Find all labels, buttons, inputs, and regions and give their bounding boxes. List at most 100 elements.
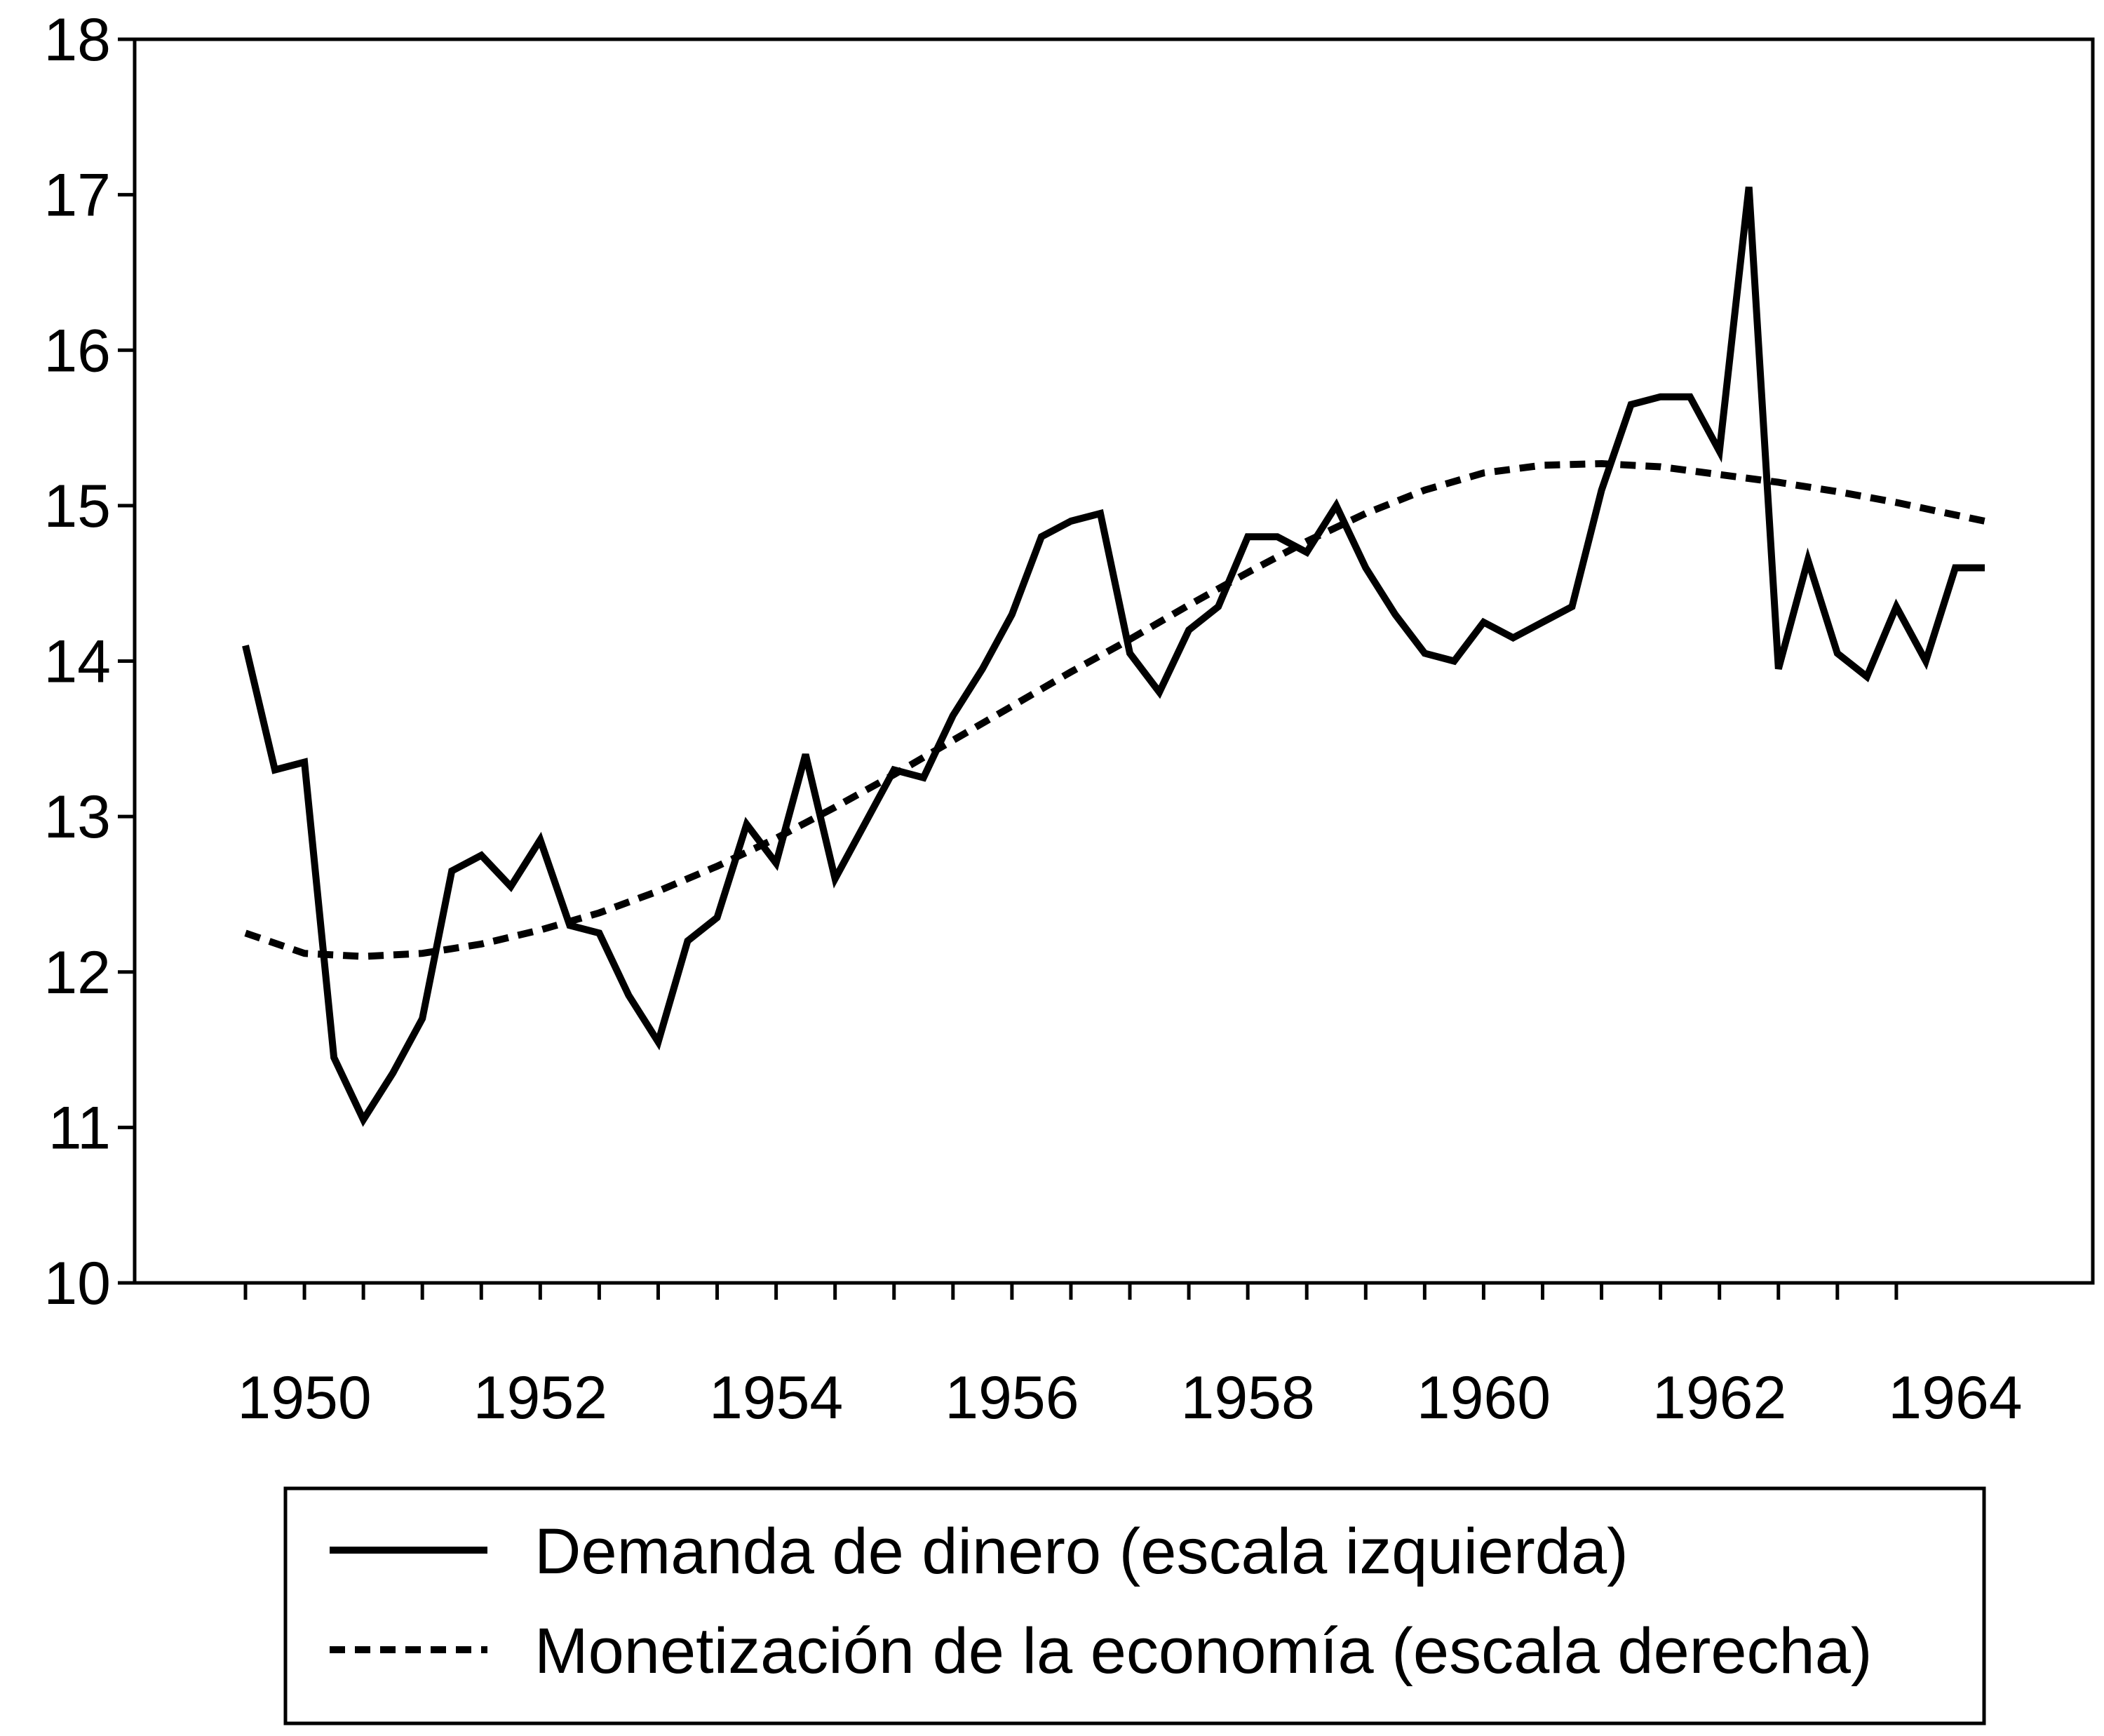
data-point-monetizacion xyxy=(1542,464,1543,466)
x-tick-label-1950: 1950 xyxy=(237,1364,371,1432)
series-layer xyxy=(242,186,1986,1127)
data-point-demanda-de-dinero xyxy=(1453,661,1455,662)
data-point-monetizacion xyxy=(1837,491,1838,492)
series-line-monetizacion xyxy=(244,459,1986,960)
data-point-monetizacion xyxy=(363,956,364,957)
data-point-demanda-de-dinero xyxy=(1335,505,1337,506)
series-monetizacion xyxy=(244,459,1986,960)
data-point-monetizacion xyxy=(1896,502,1897,503)
data-point-demanda-de-dinero xyxy=(717,917,718,918)
legend: Demanda de dinero (escala izquierda) Mon… xyxy=(283,1486,1986,1725)
data-point-demanda-de-dinero xyxy=(480,855,482,856)
data-point-demanda-de-dinero xyxy=(1394,614,1396,615)
data-point-demanda-de-dinero xyxy=(1572,606,1573,607)
data-point-monetizacion xyxy=(1188,605,1189,606)
data-point-demanda-de-dinero xyxy=(835,878,836,880)
data-point-demanda-de-dinero xyxy=(1365,567,1366,569)
data-point-monetizacion xyxy=(1984,520,1985,522)
data-point-demanda-de-dinero xyxy=(333,1057,335,1058)
y-tick-label-18: 18 xyxy=(43,6,111,74)
data-point-demanda-de-dinero xyxy=(1100,513,1101,514)
data-point-demanda-de-dinero xyxy=(1542,621,1543,623)
legend-label-monetizacion: Monetización de la economía (escala dere… xyxy=(534,1615,1873,1687)
data-point-demanda-de-dinero xyxy=(657,1041,659,1042)
legend-box xyxy=(283,1486,1986,1725)
data-point-demanda-de-dinero xyxy=(274,769,276,771)
data-point-demanda-de-dinero xyxy=(628,995,629,996)
data-point-monetizacion xyxy=(1719,474,1720,476)
data-point-demanda-de-dinero xyxy=(1719,450,1720,452)
data-point-demanda-de-dinero xyxy=(363,1119,364,1120)
data-point-monetizacion xyxy=(717,866,718,867)
data-point-demanda-de-dinero xyxy=(864,823,865,825)
y-tick-label-15: 15 xyxy=(43,473,111,540)
data-point-monetizacion xyxy=(1247,572,1248,573)
data-point-demanda-de-dinero xyxy=(1041,536,1042,537)
data-point-monetizacion xyxy=(952,740,954,741)
x-tick-label-1954: 1954 xyxy=(709,1364,843,1432)
data-point-monetizacion xyxy=(1955,514,1956,516)
data-point-demanda-de-dinero xyxy=(1896,606,1897,607)
x-tick-label-1962: 1962 xyxy=(1652,1364,1786,1432)
data-point-demanda-de-dinero xyxy=(1631,404,1632,405)
data-point-monetizacion xyxy=(1129,638,1131,640)
x-tick-label-1960: 1960 xyxy=(1417,1364,1551,1432)
data-point-demanda-de-dinero xyxy=(304,762,305,763)
data-point-demanda-de-dinero xyxy=(1129,652,1131,654)
data-point-monetizacion xyxy=(1424,490,1425,491)
x-tick-label-1964: 1964 xyxy=(1888,1364,2022,1432)
x-tick-label-1956: 1956 xyxy=(945,1364,1079,1432)
y-tick-label-14: 14 xyxy=(43,628,111,696)
data-point-demanda-de-dinero xyxy=(1306,551,1307,553)
data-point-demanda-de-dinero xyxy=(1807,559,1809,560)
data-point-demanda-de-dinero xyxy=(1778,668,1779,670)
x-tick-label-1958: 1958 xyxy=(1180,1364,1314,1432)
data-point-demanda-de-dinero xyxy=(1218,606,1219,607)
data-point-demanda-de-dinero xyxy=(1955,567,1956,569)
data-point-demanda-de-dinero xyxy=(510,886,511,887)
data-point-demanda-de-dinero xyxy=(982,668,983,670)
data-point-demanda-de-dinero xyxy=(1601,490,1603,491)
data-point-demanda-de-dinero xyxy=(539,839,541,840)
data-point-demanda-de-dinero xyxy=(1837,652,1838,654)
data-point-demanda-de-dinero xyxy=(1070,520,1072,522)
data-point-monetizacion xyxy=(1306,541,1307,542)
data-point-demanda-de-dinero xyxy=(1188,629,1189,631)
legend-label-demanda: Demanda de dinero (escala izquierda) xyxy=(534,1516,1628,1587)
y-axis: 10 11 12 13 14 15 16 17 18 xyxy=(43,6,135,1317)
data-point-monetizacion xyxy=(657,891,659,892)
data-point-demanda-de-dinero xyxy=(598,932,600,934)
data-point-monetizacion xyxy=(245,932,246,934)
data-point-monetizacion xyxy=(1011,706,1013,707)
data-point-demanda-de-dinero xyxy=(1748,187,1750,188)
series-demanda-de-dinero xyxy=(242,186,1985,1127)
series-line-demanda-de-dinero xyxy=(242,186,1985,1127)
data-point-demanda-de-dinero xyxy=(1866,676,1868,678)
data-point-demanda-de-dinero xyxy=(1424,652,1425,654)
data-point-monetizacion xyxy=(422,953,423,954)
data-point-demanda-de-dinero xyxy=(923,777,924,779)
data-point-demanda-de-dinero xyxy=(422,1018,423,1019)
data-point-demanda-de-dinero xyxy=(687,940,689,941)
data-point-monetizacion xyxy=(776,837,777,839)
data-point-monetizacion xyxy=(1601,463,1603,464)
data-point-monetizacion xyxy=(1483,472,1484,473)
data-point-demanda-de-dinero xyxy=(1483,621,1484,623)
data-point-monetizacion xyxy=(480,943,482,945)
data-point-demanda-de-dinero xyxy=(245,645,246,646)
data-point-monetizacion xyxy=(598,913,600,914)
data-point-demanda-de-dinero xyxy=(1690,396,1691,398)
data-point-demanda-de-dinero xyxy=(1925,661,1927,662)
data-point-demanda-de-dinero xyxy=(392,1072,393,1074)
data-point-monetizacion xyxy=(1365,513,1366,514)
data-point-monetizacion xyxy=(893,774,895,775)
data-point-demanda-de-dinero xyxy=(1247,536,1248,537)
data-point-monetizacion xyxy=(1778,482,1779,483)
x-tick-label-1952: 1952 xyxy=(473,1364,607,1432)
data-point-demanda-de-dinero xyxy=(776,863,777,864)
data-point-monetizacion xyxy=(835,807,836,808)
y-tick-label-13: 13 xyxy=(43,783,111,851)
data-point-demanda-de-dinero xyxy=(1159,692,1160,693)
data-point-demanda-de-dinero xyxy=(952,715,954,716)
